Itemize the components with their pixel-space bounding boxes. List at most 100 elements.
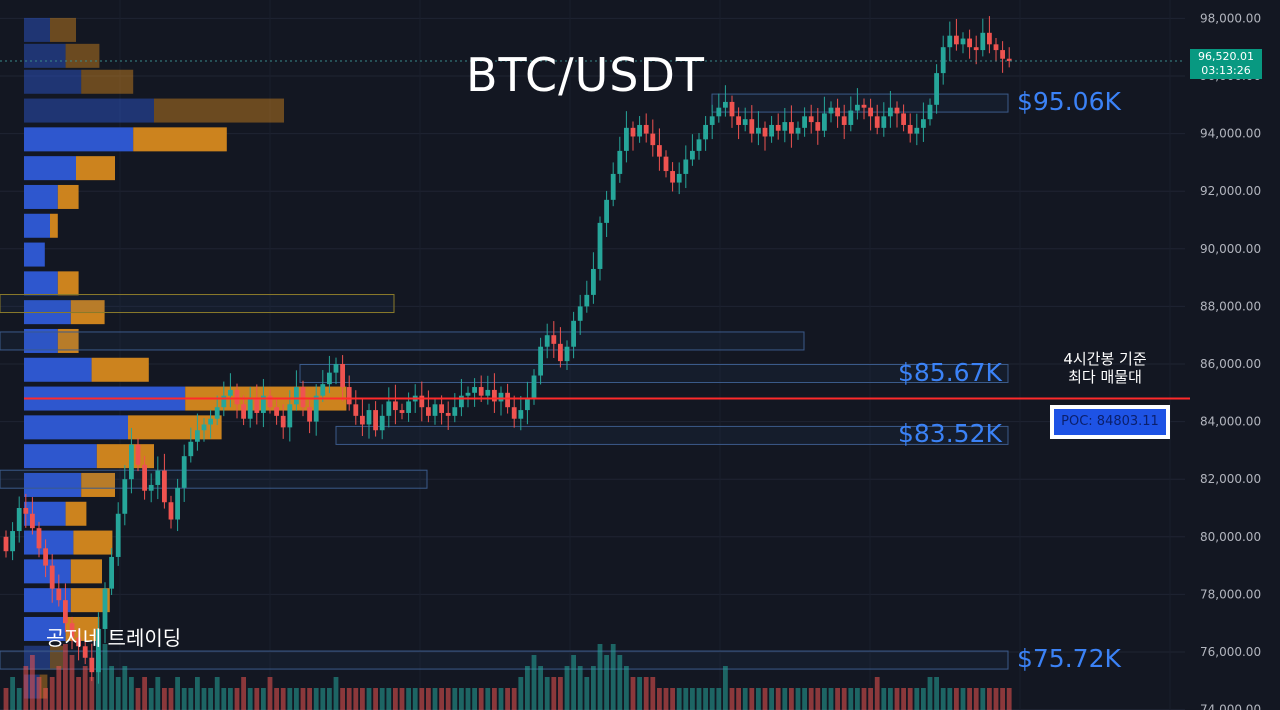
volume-bar xyxy=(505,688,510,710)
candle-body xyxy=(353,404,359,416)
volume-bar xyxy=(294,688,299,710)
candle-body xyxy=(465,392,471,396)
candle-body xyxy=(102,588,108,629)
profile-sell-bar xyxy=(70,559,102,584)
candle-body xyxy=(498,392,504,402)
volume-bar xyxy=(921,688,926,710)
volume-bar xyxy=(511,688,517,710)
y-tick-label: 94,000.00 xyxy=(1200,127,1261,141)
volume-bar xyxy=(597,644,603,710)
profile-buy-bar xyxy=(24,271,58,296)
volume-bar xyxy=(835,688,840,710)
profile-buy-bar xyxy=(24,444,97,469)
volume-bar xyxy=(188,688,194,710)
volume-bar xyxy=(148,688,154,710)
candle-body xyxy=(49,565,55,589)
candle-body xyxy=(551,335,557,344)
volume-bar xyxy=(366,688,372,710)
level-zones xyxy=(0,93,1009,670)
volume-bar xyxy=(987,688,992,710)
volume-bar xyxy=(43,688,48,710)
profile-sell-bar xyxy=(57,328,79,353)
candle-body xyxy=(591,268,596,295)
candle-body xyxy=(195,430,200,442)
volume-bar xyxy=(175,677,180,710)
volume-bar xyxy=(769,688,774,710)
profile-buy-bar xyxy=(24,242,45,267)
volume-bar xyxy=(459,688,464,710)
candle-body xyxy=(327,372,332,385)
volume-bar xyxy=(399,688,405,710)
candle-body xyxy=(214,407,220,419)
candle-body xyxy=(762,127,768,137)
volume-bar xyxy=(855,688,860,710)
volume-bar xyxy=(551,677,557,710)
volume-bar xyxy=(716,688,722,710)
volume-bar xyxy=(109,666,114,710)
candle-body xyxy=(109,556,114,589)
volume-bar xyxy=(1000,688,1005,710)
volume-bar xyxy=(914,688,920,710)
volume-bar xyxy=(980,688,986,710)
volume-bar xyxy=(419,688,425,710)
y-tick-label: 92,000.00 xyxy=(1200,184,1261,198)
volume-bar xyxy=(393,688,398,710)
candle-body xyxy=(142,464,147,491)
volume-bar xyxy=(267,677,273,710)
candle-body xyxy=(373,410,378,431)
candle-body xyxy=(346,387,352,405)
candle-body xyxy=(670,171,675,183)
candle-body xyxy=(228,389,233,396)
candle-body xyxy=(571,320,576,347)
candle-body xyxy=(828,107,834,114)
candle-body xyxy=(181,456,187,488)
profile-buy-bar xyxy=(24,184,58,209)
volume-bar xyxy=(155,677,161,710)
volume-bar xyxy=(782,688,788,710)
candle-body xyxy=(716,107,722,117)
candle-body xyxy=(30,513,35,529)
volume-bar xyxy=(320,688,326,710)
volume-bar xyxy=(742,688,748,710)
candle-body xyxy=(432,404,438,416)
level-label-75k: $75.72K xyxy=(1017,644,1121,674)
volume-bar xyxy=(102,644,108,710)
volume-bar xyxy=(518,677,524,710)
candle-body xyxy=(333,364,339,373)
volume-bar xyxy=(201,688,207,710)
candle-body xyxy=(320,384,326,396)
candle-body xyxy=(89,657,95,673)
volume-bar xyxy=(340,688,345,710)
volume-bar xyxy=(888,688,893,710)
candle-body xyxy=(624,127,629,151)
volume-bar xyxy=(690,688,695,710)
volume-bar xyxy=(307,688,312,710)
candle-body xyxy=(921,119,926,128)
candle-body xyxy=(247,398,253,419)
volume-bar xyxy=(1006,688,1012,710)
candle-body xyxy=(643,124,649,134)
volume-bar xyxy=(445,688,451,710)
candle-body xyxy=(709,116,715,125)
candle-body xyxy=(769,124,774,137)
volume-bar xyxy=(604,655,609,710)
candle-body xyxy=(617,150,623,174)
candle-body xyxy=(148,484,154,491)
candle-body xyxy=(511,407,517,419)
candle-body xyxy=(577,306,583,321)
bar-countdown: 03:13:26 xyxy=(1201,64,1251,78)
poc-note: 4시간봉 기준 최다 매물대 xyxy=(1045,350,1165,386)
candle-body xyxy=(63,600,68,624)
y-tick-label: 90,000.00 xyxy=(1200,242,1261,256)
volume-bar xyxy=(287,688,293,710)
candle-body xyxy=(808,116,814,123)
volume-bar xyxy=(808,688,814,710)
volume-bar xyxy=(874,677,880,710)
volume-bar xyxy=(868,688,873,710)
volume-bar xyxy=(234,688,240,710)
volume-bar xyxy=(762,688,768,710)
volume-bar xyxy=(815,688,821,710)
candle-body xyxy=(10,531,15,552)
volume-bar xyxy=(76,677,81,710)
candle-body xyxy=(221,395,227,408)
